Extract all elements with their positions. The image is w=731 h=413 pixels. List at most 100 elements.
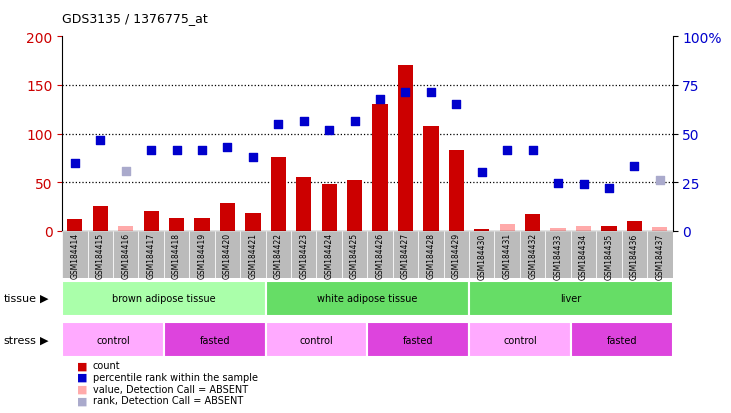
Bar xyxy=(571,231,596,279)
Text: rank, Detection Call = ABSENT: rank, Detection Call = ABSENT xyxy=(93,395,243,405)
Bar xyxy=(62,231,88,279)
Text: ■: ■ xyxy=(77,395,87,405)
Bar xyxy=(347,181,363,231)
Bar xyxy=(469,281,673,316)
Bar xyxy=(576,226,591,231)
Bar xyxy=(469,231,494,279)
Bar xyxy=(367,322,469,357)
Text: control: control xyxy=(503,335,537,345)
Text: GSM184431: GSM184431 xyxy=(503,233,512,279)
Text: control: control xyxy=(96,335,130,345)
Point xyxy=(400,89,412,96)
Text: GSM184423: GSM184423 xyxy=(299,233,308,279)
Text: GSM184421: GSM184421 xyxy=(249,233,257,279)
Bar xyxy=(571,322,673,357)
Bar xyxy=(520,231,545,279)
Bar xyxy=(265,322,367,357)
Bar xyxy=(245,214,260,231)
Bar xyxy=(215,231,240,279)
Text: tissue: tissue xyxy=(4,293,37,304)
Bar xyxy=(169,218,184,231)
Text: ▶: ▶ xyxy=(40,335,49,345)
Bar xyxy=(93,206,108,231)
Bar xyxy=(444,231,469,279)
Text: GSM184425: GSM184425 xyxy=(350,233,359,279)
Bar xyxy=(265,281,469,316)
Bar xyxy=(545,231,571,279)
Text: brown adipose tissue: brown adipose tissue xyxy=(112,293,216,304)
Text: GSM184416: GSM184416 xyxy=(121,233,130,279)
Bar xyxy=(317,231,342,279)
Point xyxy=(273,121,284,128)
Bar xyxy=(113,231,138,279)
Text: GSM184419: GSM184419 xyxy=(197,233,207,279)
Bar xyxy=(143,212,159,231)
Text: GSM184433: GSM184433 xyxy=(553,233,563,279)
Text: liver: liver xyxy=(560,293,581,304)
Text: white adipose tissue: white adipose tissue xyxy=(317,293,417,304)
Bar xyxy=(296,178,311,231)
Bar xyxy=(602,226,616,231)
Point xyxy=(476,170,488,176)
Text: GSM184430: GSM184430 xyxy=(477,233,486,279)
Text: GSM184415: GSM184415 xyxy=(96,233,105,279)
Point xyxy=(374,97,386,104)
Bar xyxy=(469,322,571,357)
Bar xyxy=(220,203,235,231)
Text: GSM184429: GSM184429 xyxy=(452,233,461,279)
Text: GSM184418: GSM184418 xyxy=(172,233,181,279)
Bar xyxy=(164,322,265,357)
Text: GSM184434: GSM184434 xyxy=(579,233,588,279)
Bar xyxy=(647,231,673,279)
Point xyxy=(577,181,589,188)
Bar xyxy=(550,228,566,231)
Text: fasted: fasted xyxy=(200,335,230,345)
Bar xyxy=(621,231,647,279)
Text: GSM184417: GSM184417 xyxy=(147,233,156,279)
Bar xyxy=(418,231,444,279)
Point xyxy=(654,178,666,184)
Bar xyxy=(67,220,83,231)
Text: stress: stress xyxy=(4,335,37,345)
Text: ■: ■ xyxy=(77,384,87,394)
Text: GSM184424: GSM184424 xyxy=(325,233,333,279)
Text: GSM184426: GSM184426 xyxy=(376,233,385,279)
Point xyxy=(450,102,462,109)
Bar xyxy=(494,231,520,279)
Text: ■: ■ xyxy=(77,361,87,370)
Bar xyxy=(596,231,621,279)
Text: GSM184414: GSM184414 xyxy=(70,233,80,279)
Point xyxy=(629,163,640,170)
Point xyxy=(349,118,360,125)
Bar xyxy=(138,231,164,279)
Text: GSM184435: GSM184435 xyxy=(605,233,613,279)
Bar xyxy=(499,225,515,231)
Text: GSM184432: GSM184432 xyxy=(528,233,537,279)
Bar xyxy=(652,228,667,231)
Point xyxy=(196,147,208,154)
Text: control: control xyxy=(300,335,333,345)
Bar xyxy=(423,126,439,231)
Point xyxy=(171,147,183,154)
Text: value, Detection Call = ABSENT: value, Detection Call = ABSENT xyxy=(93,384,248,394)
Bar xyxy=(118,226,133,231)
Point xyxy=(94,138,106,144)
Point xyxy=(221,145,233,151)
Bar xyxy=(164,231,189,279)
Bar xyxy=(525,215,540,231)
Bar xyxy=(449,151,464,231)
Text: fasted: fasted xyxy=(403,335,433,345)
Point xyxy=(145,147,157,154)
Bar xyxy=(367,231,393,279)
Text: ■: ■ xyxy=(77,372,87,382)
Point xyxy=(69,160,80,166)
Bar xyxy=(265,231,291,279)
Text: fasted: fasted xyxy=(607,335,637,345)
Point xyxy=(120,168,132,174)
Bar xyxy=(189,231,215,279)
Text: ▶: ▶ xyxy=(40,293,49,304)
Text: count: count xyxy=(93,361,121,370)
Text: GDS3135 / 1376775_at: GDS3135 / 1376775_at xyxy=(62,12,208,25)
Bar xyxy=(342,231,367,279)
Point xyxy=(247,154,259,161)
